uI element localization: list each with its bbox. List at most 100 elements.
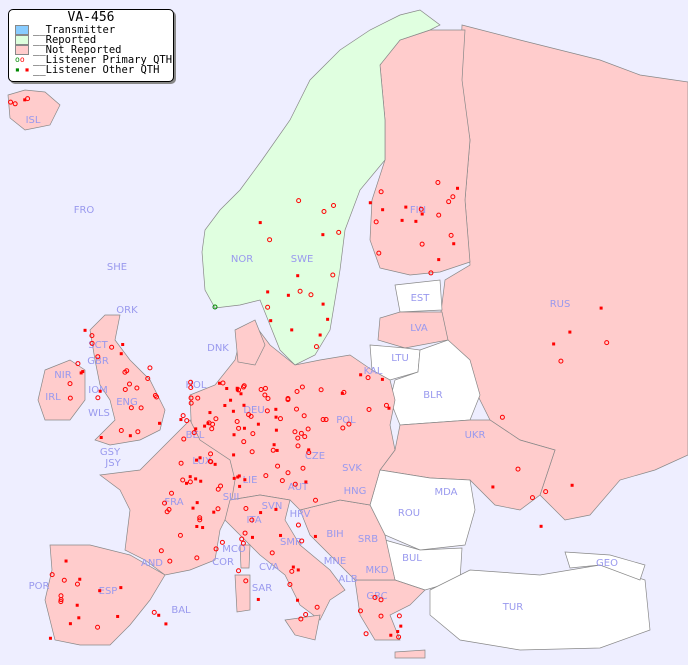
listener-other-marker [164,622,168,626]
listener-primary-marker [147,365,153,371]
listener-primary-marker [213,546,219,552]
country-label-jsy: JSY [104,458,121,469]
listener-primary-marker [340,425,346,431]
country-label-bel: BEL [186,430,205,441]
listener-primary-marker [366,406,372,412]
listener-primary-marker [236,425,242,431]
country-label-est: EST [411,293,431,304]
country-label-bal: BAL [171,605,191,616]
country-label-swe: SWE [291,254,314,265]
listener-primary-marker [436,212,442,218]
listener-primary-marker [300,465,306,471]
listener-primary-marker [166,507,172,513]
listener-other-marker [119,352,123,356]
listener-other-marker [98,589,102,593]
listener-primary-marker [318,387,324,393]
country-turkey [429,564,651,651]
country-label-deu: DEU [243,405,264,416]
listener-other-marker [116,614,120,618]
country-label-pol: POL [336,415,356,426]
listener-primary-marker [321,208,327,214]
country-label-sar: SAR [252,583,272,594]
listener-primary-marker [128,405,134,411]
listener-other-marker [242,403,246,407]
listener-primary-marker [341,389,347,395]
listener-other-marker [232,433,236,437]
listener-primary-marker [188,379,194,385]
not-reported-swatch [15,45,29,55]
listener-primary-marker [187,479,193,485]
listener-primary-marker [297,288,303,294]
listener-other-marker [79,371,83,375]
listener-primary-marker [58,599,64,605]
listener-other-marker [269,319,273,323]
listener-primary-marker [249,449,255,455]
country-label-fra: FRA [164,497,183,508]
listener-other-marker [396,630,400,634]
reported-swatch [15,35,29,45]
listener-primary-marker [89,333,95,339]
listener-primary-marker [206,420,212,426]
listener-other-marker [380,377,384,381]
country-label-nir: NIR [54,370,71,381]
listener-other-marker [570,483,574,487]
listener-other-marker [235,388,239,392]
country-label-and: AND [141,558,163,569]
listener-other-marker [208,411,212,415]
listener-primary-marker [285,397,291,403]
country-label-hol: HOL [186,380,207,391]
listener-other-marker [599,306,603,310]
listener-other-marker [321,302,325,306]
listener-primary-marker [89,340,95,346]
listener-primary-marker [515,466,521,472]
listener-other-marker [279,533,283,537]
listener-primary-marker [298,616,304,622]
listener-primary-marker [346,421,352,427]
country-label-eng: ENG [116,397,138,408]
listener-primary-marker [118,428,124,434]
listener-primary-marker [305,426,311,432]
listener-other-marker [399,624,403,628]
listener-primary-marker [169,490,175,496]
listener-primary-marker [246,412,252,418]
country-label-rou: ROU [398,508,420,519]
listener-primary-marker [604,340,610,346]
listener-other-marker [452,242,456,246]
listener-primary-marker [287,582,293,588]
listener-primary-marker [74,581,80,587]
listener-primary-marker [219,539,225,545]
listener-primary-marker [249,517,255,523]
country-iberia [44,544,166,646]
listener-primary-marker [543,489,549,495]
listener-other-marker [359,373,363,377]
listener-other-marker [23,98,27,102]
country-label-bih: BIH [326,529,343,540]
listener-primary-marker [236,568,242,574]
listener-primary-marker [234,418,240,424]
listener-primary-marker [67,381,73,387]
country-corsica [239,544,251,569]
listener-other-marker [274,507,278,511]
country-denmark [234,319,266,366]
listener-other-marker [48,636,52,640]
listener-primary-marker [303,611,309,617]
listener-primary-marker [277,416,283,422]
listener-other-marker [68,622,72,626]
country-ireland [37,359,86,421]
country-label-gsy: GSY [100,447,121,458]
country-label-bul: BUL [402,553,422,564]
listener-other-marker [296,274,300,278]
listener-primary-marker [331,202,337,208]
listener-other-marker [456,186,460,190]
listener-primary-marker [250,431,256,437]
listener-other-marker [326,317,330,321]
listener-primary-marker [330,272,336,278]
listener-primary-marker [241,439,247,445]
country-label-hng: HNG [344,486,367,497]
listener-other-marker [201,526,205,530]
listener-primary-marker [269,550,275,556]
country-label-irl: IRL [45,392,61,403]
listener-primary-marker [265,304,271,310]
listener-other-marker [238,484,242,488]
